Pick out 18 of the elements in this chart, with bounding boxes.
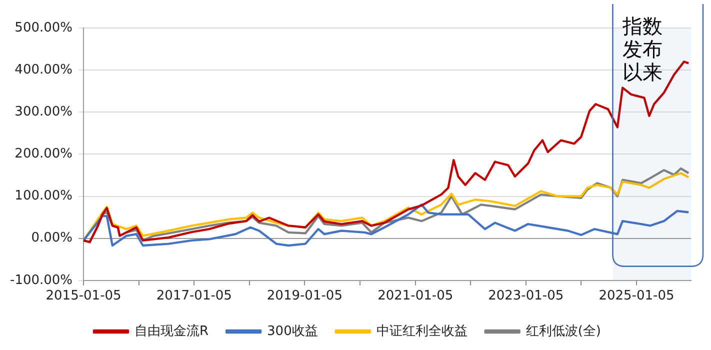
legend-label: 红利低波(全) bbox=[526, 324, 602, 339]
y-tick-label: 0.00% bbox=[31, 230, 73, 246]
y-tick-label: 100.00% bbox=[14, 188, 73, 204]
y-tick-label: -100.00% bbox=[10, 272, 73, 288]
x-tick-label: 2019-01-05 bbox=[266, 288, 342, 304]
legend-label: 自由现金流R bbox=[134, 322, 209, 339]
x-tick-label: 2021-01-05 bbox=[378, 288, 454, 304]
y-tick-label: 300.00% bbox=[14, 104, 73, 120]
legend-label: 中证红利全收益 bbox=[376, 324, 468, 339]
x-tick-label: 2015-01-05 bbox=[46, 288, 122, 304]
band-label: 指数发布以来 bbox=[622, 14, 663, 84]
x-tick-label: 2017-01-05 bbox=[156, 288, 232, 304]
y-tick-label: 200.00% bbox=[14, 146, 73, 162]
x-tick-label: 2025-01-05 bbox=[598, 288, 674, 304]
x-tick-label: 2023-01-05 bbox=[488, 288, 564, 304]
y-tick-label: 400.00% bbox=[14, 62, 73, 78]
y-tick-label: 500.00% bbox=[14, 20, 73, 36]
legend-label: 300收益 bbox=[267, 324, 318, 339]
